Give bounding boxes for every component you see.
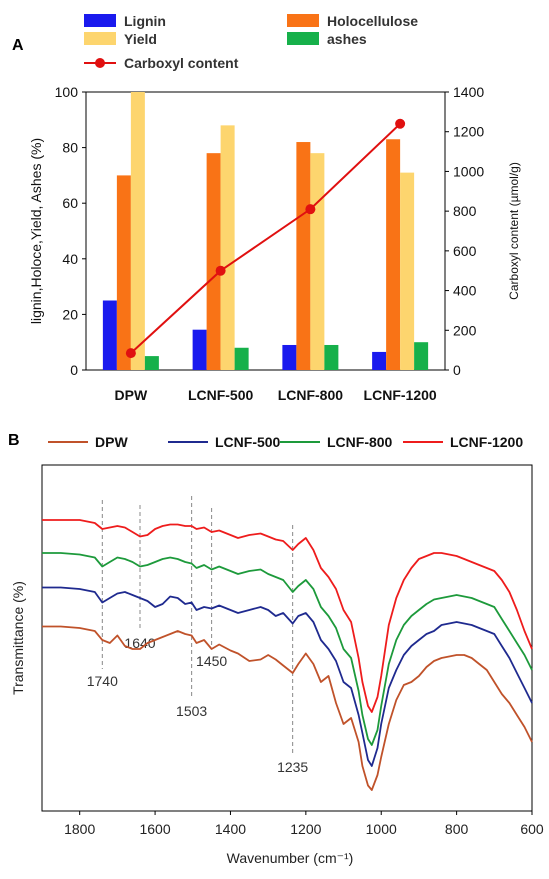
x-axis-label: Wavenumber (cm⁻¹) <box>227 850 354 866</box>
bar-holocellulose-lcnf-800 <box>296 142 311 370</box>
panel-a-bar-chart: A Lignin Holocellulose Yield ashes Carboxyl … <box>12 13 521 403</box>
peak-label: 1450 <box>196 653 227 669</box>
y-right-tick-label: 1000 <box>453 163 484 179</box>
bar-yield-lcnf-500 <box>220 125 235 370</box>
x-category-label: LCNF-500 <box>188 387 254 403</box>
legend-label-holocellulose: Holocellulose <box>327 13 418 29</box>
x-tick-label: 1000 <box>366 821 397 837</box>
legend-a: Lignin Holocellulose Yield ashes Carboxyl co… <box>84 13 418 71</box>
legend-swatch-holocellulose <box>287 14 319 27</box>
x-tick-label: 1800 <box>64 821 95 837</box>
x-tick-label: 1200 <box>290 821 321 837</box>
bar-holocellulose-lcnf-500 <box>206 153 221 370</box>
bar-ashes-lcnf-800 <box>324 344 339 370</box>
y-axis-label: Transmittance (%) <box>10 581 26 695</box>
bar-lignin-lcnf-1200 <box>372 351 387 370</box>
bar-ashes-lcnf-500 <box>234 347 249 370</box>
bar-yield-dpw <box>130 92 145 370</box>
carboxyl-line-group <box>125 118 406 359</box>
x-category-labels: DPW LCNF-500 LCNF-800 LCNF-1200 <box>115 387 437 403</box>
bars-group <box>102 92 429 370</box>
x-tick-label: 600 <box>520 821 544 837</box>
plot-frame-a <box>85 91 446 371</box>
carboxyl-point <box>215 265 226 276</box>
x-tick-label: 800 <box>445 821 469 837</box>
legend-swatch-yield <box>84 32 116 45</box>
bar-lignin-dpw <box>102 300 117 370</box>
bar-ashes-lcnf-1200 <box>414 342 429 370</box>
legend-label-carboxyl-content: Carboxyl content <box>124 55 239 71</box>
carboxyl-point <box>395 118 406 129</box>
legend-label-lcnf-500: LCNF-500 <box>215 434 281 450</box>
x-category-label: DPW <box>115 387 148 403</box>
bar-holocellulose-dpw <box>116 175 131 370</box>
y-right-tick-label: 600 <box>453 243 477 259</box>
y-left-tick-label: 60 <box>62 195 78 211</box>
peak-label: 1503 <box>176 703 207 719</box>
panel-b-ftir-chart: B DPW LCNF-500 LCNF-800 LCNF-1200 174016401… <box>8 432 544 866</box>
legend-swatch-carboxyl-marker <box>95 58 105 68</box>
x-category-label: LCNF-1200 <box>364 387 437 403</box>
y-right-tick-label: 200 <box>453 322 477 338</box>
peak-label: 1640 <box>124 635 155 651</box>
bar-yield-lcnf-800 <box>310 153 325 370</box>
peak-label: 1740 <box>87 673 118 689</box>
bar-holocellulose-lcnf-1200 <box>386 139 401 370</box>
y-right-tick-label: 400 <box>453 283 477 299</box>
spectrum-lcnf-800 <box>42 552 533 746</box>
legend-label-lcnf-1200: LCNF-1200 <box>450 434 523 450</box>
carboxyl-point <box>305 204 316 215</box>
bar-ashes-dpw <box>144 356 159 370</box>
bar-lignin-lcnf-800 <box>282 344 297 370</box>
y-left-tick-label: 0 <box>70 362 78 378</box>
bar-lignin-lcnf-500 <box>192 329 207 370</box>
plot-frame-b <box>41 464 533 812</box>
peak-label: 1235 <box>277 759 308 775</box>
y-axis-right-ticks: 0 200 400 600 800 1000 1200 1400 <box>445 84 484 378</box>
carboxyl-content-line <box>130 123 401 354</box>
y-right-tick-label: 800 <box>453 203 477 219</box>
y-right-tick-label: 1200 <box>453 124 484 140</box>
legend-swatch-ashes <box>287 32 319 45</box>
y-right-tick-label: 0 <box>453 362 461 378</box>
carboxyl-point <box>125 348 136 359</box>
y-left-tick-label: 40 <box>62 251 78 267</box>
x-tick-label: 1600 <box>139 821 170 837</box>
bar-yield-lcnf-1200 <box>400 172 415 370</box>
x-category-label: LCNF-800 <box>278 387 344 403</box>
y-axis-left-label: lignin,Holoce,Yield, Ashes (%) <box>28 138 44 324</box>
legend-label-ashes: ashes <box>327 31 367 47</box>
spectrum-dpw <box>42 625 533 791</box>
y-axis-left-ticks: 0 20 40 60 80 100 <box>55 84 86 378</box>
spectrum-lcnf-500 <box>42 586 533 767</box>
y-right-tick-label: 1400 <box>453 84 484 100</box>
legend-label-dpw: DPW <box>95 434 128 450</box>
x-axis-ticks: 1800 1600 1400 1200 1000 800 600 <box>64 811 544 837</box>
legend-label-yield: Yield <box>124 31 157 47</box>
y-left-tick-label: 20 <box>62 306 78 322</box>
legend-label-lcnf-800: LCNF-800 <box>327 434 393 450</box>
x-tick-label: 1400 <box>215 821 246 837</box>
y-axis-right-label: Carboxyl content (µmol/g) <box>507 162 521 300</box>
legend-swatch-lignin <box>84 14 116 27</box>
spectrum-lcnf-1200 <box>42 519 533 713</box>
y-left-tick-label: 80 <box>62 140 78 156</box>
peak-annotations: 1740 1640 1503 1450 1235 <box>87 496 308 775</box>
spectra-group <box>42 519 533 791</box>
y-left-tick-label: 100 <box>55 84 79 100</box>
panel-a-label: A <box>12 37 24 54</box>
panel-b-label: B <box>8 432 20 449</box>
legend-label-lignin: Lignin <box>124 13 166 29</box>
legend-b: DPW LCNF-500 LCNF-800 LCNF-1200 <box>48 434 523 450</box>
